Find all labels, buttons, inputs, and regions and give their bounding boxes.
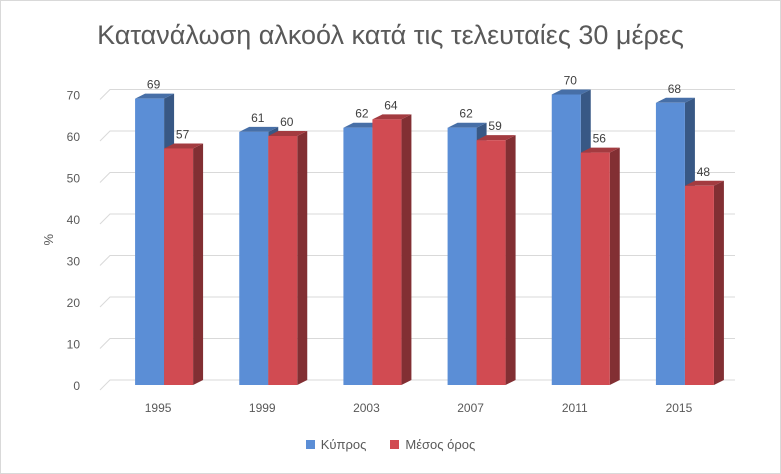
- legend: Κύπρος Μέσος όρος: [0, 437, 781, 452]
- bar-top-cyprus-2011: [551, 89, 591, 95]
- data-label-cyprus-2003: 62: [355, 107, 369, 121]
- data-label-cyprus-2015: 68: [668, 82, 682, 96]
- bar-top-cyprus-2007: [447, 122, 487, 128]
- bar-top-average-2011: [580, 147, 620, 153]
- gridline: [99, 213, 735, 225]
- bar-top-cyprus-1995: [135, 93, 175, 99]
- data-label-average-2015: 48: [697, 165, 711, 179]
- gridline: [99, 130, 735, 142]
- chart-title: Κατανάλωση αλκοόλ κατά τις τελευταίες 30…: [97, 20, 684, 50]
- x-tick-label-1999: 1999: [249, 401, 276, 415]
- gridline: [99, 296, 735, 308]
- x-tick-label-2003: 2003: [353, 401, 380, 415]
- gridlines: [99, 89, 735, 391]
- data-label-cyprus-1995: 69: [147, 78, 161, 92]
- y-tick-label: 60: [67, 130, 81, 144]
- legend-label-average: Μέσος όρος: [405, 437, 476, 452]
- gridline: [99, 338, 735, 349]
- data-label-cyprus-2011: 70: [564, 74, 578, 88]
- x-tick-label-2011: 2011: [562, 401, 588, 415]
- y-tick-label: 50: [67, 172, 81, 186]
- gridline: [99, 255, 735, 266]
- legend-item-average: Μέσος όρος: [390, 437, 475, 452]
- bar-average-1995: [164, 148, 194, 385]
- bar-top-average-1999: [268, 131, 308, 136]
- gridline: [99, 172, 735, 183]
- data-labels: 69 57 61 60 62 64 62 59 70 56 68 48: [147, 74, 711, 179]
- legend-swatch-cyprus: [305, 440, 315, 449]
- gridline: [99, 379, 735, 391]
- x-tick-label-1995: 1995: [145, 401, 172, 415]
- y-tick-label: 0: [73, 379, 80, 393]
- x-tick-label-2007: 2007: [457, 401, 484, 415]
- y-tick-label: 70: [67, 89, 81, 103]
- bar-average-2011: [580, 152, 610, 385]
- legend-item-cyprus: Κύπρος: [305, 437, 367, 452]
- bar-top-average-1995: [164, 143, 204, 149]
- bar-top-cyprus-2015: [655, 97, 695, 103]
- y-axis-label: %: [41, 234, 56, 246]
- legend-label-cyprus: Κύπρος: [320, 437, 367, 452]
- y-tick-label: 30: [67, 255, 81, 269]
- bar-side-average-2015: [713, 180, 724, 385]
- x-tick-label-2015: 2015: [666, 401, 693, 415]
- bar-average-2007: [476, 140, 506, 385]
- axes: 0 10 20 30 40 50 60 70% 1995 1999 2003 2007 2011 2015: [41, 89, 693, 416]
- data-label-average-2007: 59: [488, 119, 502, 133]
- bar-side-average-2007: [505, 135, 516, 385]
- bar-cyprus-2007: [447, 127, 477, 385]
- bar-top-average-2003: [372, 114, 412, 120]
- bar-cyprus-1999: [239, 131, 269, 385]
- bar-average-1999: [268, 136, 298, 385]
- bars: [135, 89, 724, 386]
- bar-cyprus-2003: [343, 127, 373, 385]
- bar-average-2003: [372, 119, 402, 386]
- data-label-cyprus-1999: 61: [251, 111, 265, 125]
- data-label-average-2011: 56: [593, 132, 607, 146]
- bar-average-2015: [684, 185, 714, 385]
- bar-cyprus-2015: [655, 102, 685, 386]
- data-label-cyprus-2007: 62: [459, 107, 473, 121]
- gridline: [99, 89, 735, 100]
- y-tick-label: 20: [67, 296, 81, 310]
- legend-swatch-average: [390, 440, 400, 449]
- bar-top-cyprus-1999: [239, 126, 279, 132]
- y-tick-label: 40: [67, 213, 81, 227]
- bar-top-average-2015: [684, 180, 724, 186]
- bar-side-average-2003: [401, 114, 412, 386]
- bar-cyprus-2011: [551, 94, 581, 385]
- bar-top-average-2007: [476, 135, 516, 141]
- bar-cyprus-1995: [135, 98, 165, 386]
- data-label-average-1995: 57: [176, 127, 190, 141]
- bar-side-average-2011: [609, 147, 620, 385]
- data-label-average-1999: 60: [280, 115, 294, 129]
- data-label-average-2003: 64: [384, 98, 398, 112]
- y-tick-label: 10: [67, 338, 81, 352]
- bar-side-average-1999: [297, 131, 308, 385]
- bar-side-average-1995: [193, 143, 204, 385]
